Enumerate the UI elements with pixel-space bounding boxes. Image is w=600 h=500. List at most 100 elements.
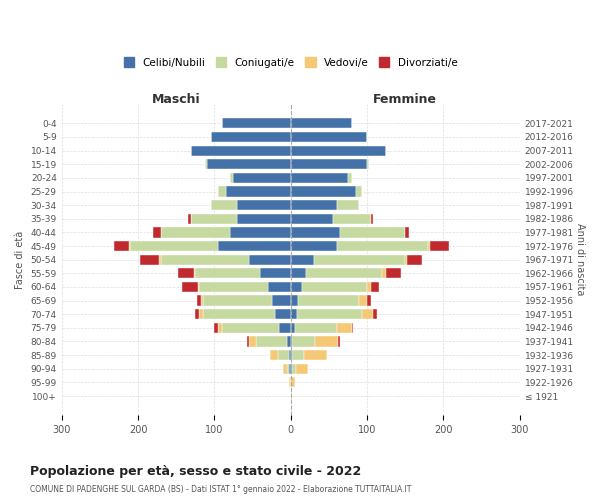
Bar [430,241,449,251]
Bar [161,254,249,265]
Bar [291,378,295,388]
Bar [194,268,195,278]
Bar [297,309,362,320]
Bar [302,282,367,292]
Bar [352,322,353,333]
Bar [287,336,291,346]
Bar [291,309,297,320]
Bar [205,159,207,170]
Bar [291,186,356,196]
Bar [153,228,161,237]
Bar [237,200,291,210]
Bar [367,296,371,306]
Bar [249,254,291,265]
Bar [218,186,226,196]
Bar [260,268,291,278]
Bar [256,336,287,346]
Bar [283,364,287,374]
Y-axis label: Anni di nascita: Anni di nascita [575,224,585,296]
Bar [160,254,161,265]
Bar [291,146,386,156]
Bar [197,296,200,306]
Bar [289,364,291,374]
Bar [113,241,129,251]
Bar [296,364,308,374]
Bar [199,309,203,320]
Bar [249,336,256,346]
Bar [289,350,291,360]
Bar [295,322,337,333]
Bar [291,214,333,224]
Bar [291,322,295,333]
Bar [367,159,368,170]
Text: Maschi: Maschi [152,92,200,106]
Bar [203,309,275,320]
Bar [178,268,194,278]
Bar [367,282,371,292]
Bar [211,200,237,210]
Bar [315,336,338,346]
Bar [405,254,407,265]
Bar [191,214,237,224]
Bar [129,241,130,251]
Bar [314,254,405,265]
Bar [197,282,199,292]
Y-axis label: Fasce di età: Fasce di età [15,230,25,289]
Bar [211,132,291,142]
Bar [230,228,291,237]
Bar [338,336,340,346]
Bar [291,173,348,183]
Bar [292,364,296,374]
Bar [195,268,260,278]
Bar [291,254,314,265]
Bar [371,282,379,292]
Bar [292,350,304,360]
Bar [191,146,291,156]
Bar [405,228,409,237]
Bar [291,350,292,360]
Bar [304,350,326,360]
Text: Popolazione per età, sesso e stato civile - 2022: Popolazione per età, sesso e stato civil… [30,465,361,478]
Bar [291,336,292,346]
Bar [291,241,337,251]
Bar [279,322,291,333]
Bar [247,336,249,346]
Bar [218,241,291,251]
Bar [291,364,292,374]
Bar [291,268,306,278]
Bar [200,296,203,306]
Bar [222,322,279,333]
Bar [362,309,373,320]
Bar [275,309,291,320]
Bar [291,228,340,237]
Bar [140,254,160,265]
Bar [289,378,291,388]
Bar [291,132,367,142]
Bar [291,118,352,128]
Bar [291,296,298,306]
Bar [291,200,337,210]
Bar [188,214,191,224]
Bar [291,159,367,170]
Bar [298,296,359,306]
Bar [333,214,371,224]
Bar [237,214,291,224]
Bar [233,173,291,183]
Bar [356,186,362,196]
Bar [195,309,199,320]
Bar [428,241,430,251]
Bar [292,336,315,346]
Bar [359,296,367,306]
Bar [371,214,373,224]
Bar [230,173,233,183]
Bar [182,282,197,292]
Text: COMUNE DI PADENGHE SUL GARDA (BS) - Dati ISTAT 1° gennaio 2022 - Elaborazione TU: COMUNE DI PADENGHE SUL GARDA (BS) - Dati… [30,485,412,494]
Bar [373,309,377,320]
Bar [272,296,291,306]
Bar [407,254,422,265]
Bar [278,350,289,360]
Text: Femmine: Femmine [373,92,437,106]
Bar [214,322,218,333]
Bar [218,322,222,333]
Bar [306,268,382,278]
